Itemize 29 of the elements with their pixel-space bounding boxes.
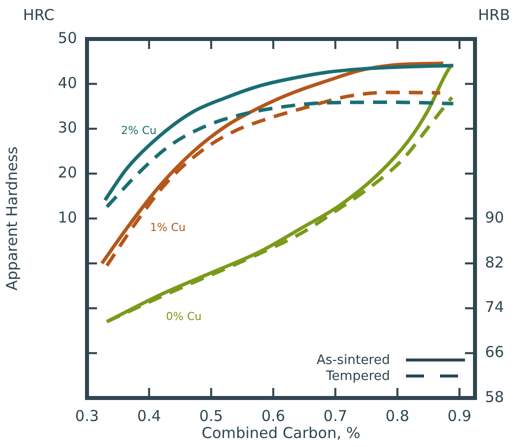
annotation: As-sintered xyxy=(316,353,390,368)
x-axis-title: Combined Carbon, % xyxy=(202,424,360,442)
y2-tick-label: 66 xyxy=(485,343,504,362)
annotation: 0% Cu xyxy=(166,310,202,323)
text: HRC xyxy=(23,6,54,24)
y-tick-label: 50 xyxy=(58,28,77,47)
x-tick-label: 0.6 xyxy=(261,406,286,425)
x-tick-label: 0.4 xyxy=(137,406,162,425)
y-tick-label: 40 xyxy=(58,74,77,92)
x-tick-label: 0.7 xyxy=(323,406,348,425)
annotation: 2% Cu xyxy=(121,124,157,137)
y2-tick-label: 82 xyxy=(485,253,504,272)
line-series xyxy=(103,64,456,202)
x-tick-label: 0.5 xyxy=(199,406,224,425)
y-tick-label: 30 xyxy=(58,118,77,137)
text: HRB xyxy=(478,6,510,24)
y2-tick-label: 90 xyxy=(485,208,504,226)
x-tick-label: 0.3 xyxy=(75,406,99,425)
y2-tick-label: 58 xyxy=(485,388,504,406)
y-tick-label: 10 xyxy=(58,208,77,226)
line-series xyxy=(105,100,456,209)
x-tick-label: 0.9 xyxy=(448,406,472,425)
annotation: 1% Cu xyxy=(150,221,186,234)
y-tick-label: 20 xyxy=(58,164,77,182)
annotation: Tempered xyxy=(325,369,390,384)
line-series xyxy=(100,61,446,266)
y-axis-title: Apparent Hardness xyxy=(2,146,21,290)
y2-tick-label: 74 xyxy=(485,298,504,316)
x-tick-label: 0.8 xyxy=(385,406,410,425)
